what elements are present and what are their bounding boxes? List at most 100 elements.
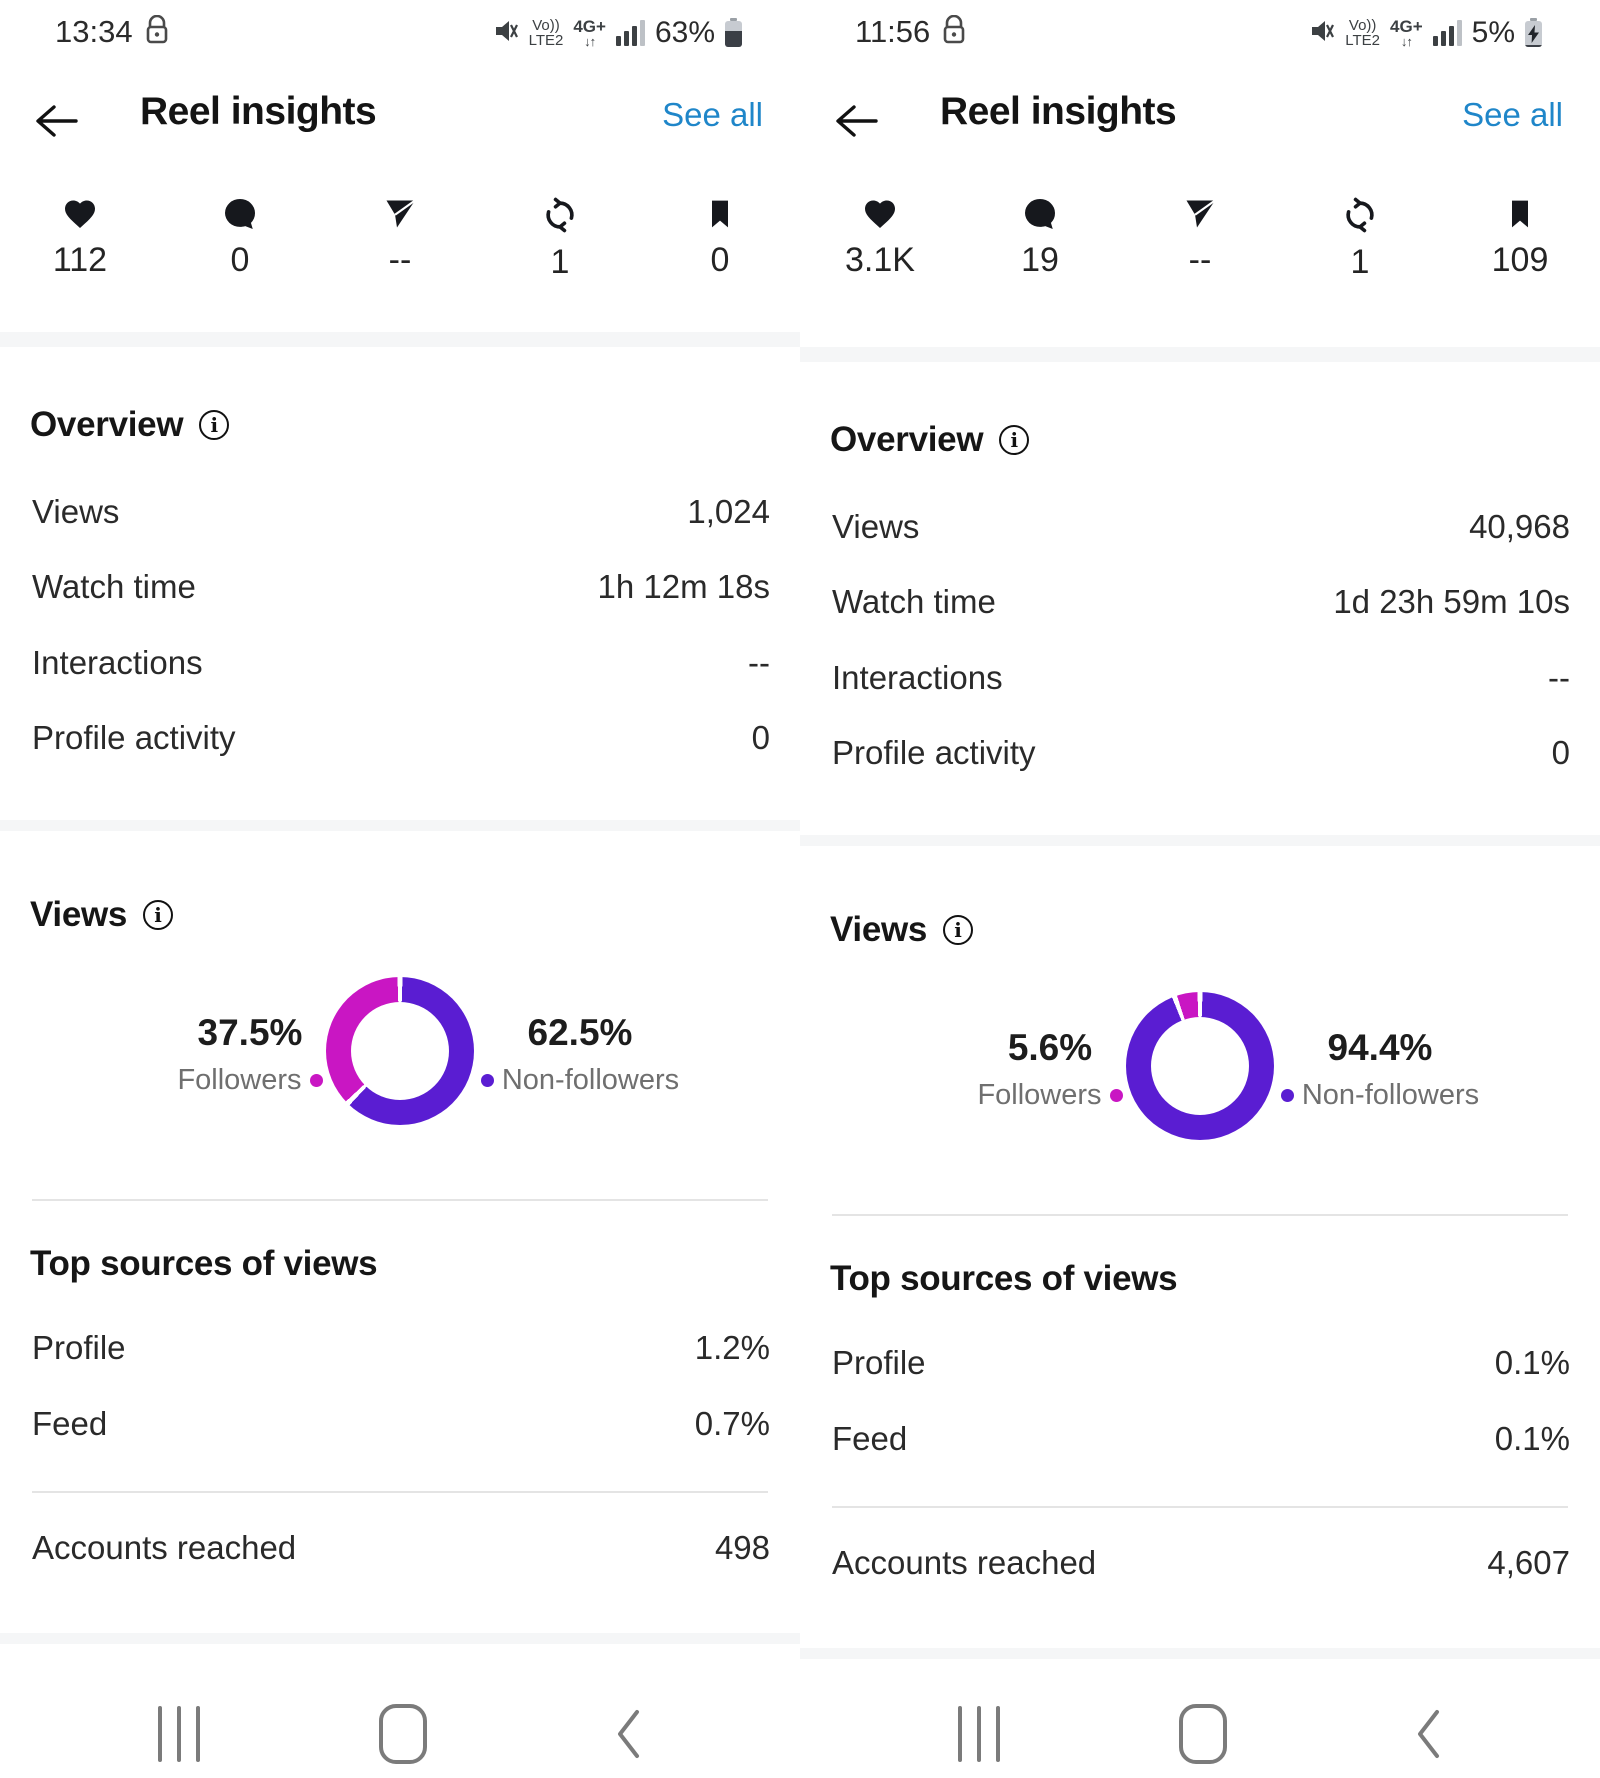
repost-icon [1341,196,1379,234]
page-header: Reel insights See all [0,88,800,154]
non-followers-legend: 94.4% Non-followers [1270,1027,1490,1112]
home-icon [379,1704,427,1764]
followers-percentage: 37.5% [197,1012,303,1053]
views-section-heading: Views i [30,893,174,937]
section-separator [800,835,1600,846]
page-header: Reel insights See all [800,88,1600,154]
see-all-link[interactable]: See all [1462,96,1563,133]
non-followers-percentage: 62.5% [527,1012,633,1053]
saves-stat: 0 [640,196,800,282]
recents-button[interactable] [134,1690,224,1778]
nav-back-button[interactable] [1383,1690,1473,1778]
section-separator [800,347,1600,362]
network-indicator: 4G+ ↓↑ [1390,17,1423,49]
metric-row-watch-time: Watch time 1d 23h 59m 10s [832,583,1570,620]
info-icon[interactable]: i [999,425,1030,455]
shares-count: -- [388,241,412,279]
page-title: Reel insights [140,90,377,133]
signal-strength-icon [615,20,645,46]
overview-section-heading: Overview i [830,418,1030,462]
metric-row-interactions: Interactions -- [32,644,770,681]
comments-count: 0 [230,241,250,279]
metric-row-profile-activity: Profile activity 0 [832,734,1570,771]
share-plane-icon [1182,196,1218,232]
saves-count: 109 [1491,241,1549,279]
remix-stat: 1 [1280,196,1440,282]
status-left: 11:56 [855,14,966,50]
page-title: Reel insights [940,90,1177,133]
recents-icon [158,1706,200,1762]
accounts-reached-row: Accounts reached 498 [32,1529,770,1566]
back-chevron-icon [618,1710,639,1758]
lock-icon [145,14,169,50]
followers-dot [1109,1089,1123,1102]
signal-strength-icon [1432,20,1462,46]
back-button[interactable] [33,98,79,144]
divider [832,1506,1568,1508]
repost-icon [541,196,579,234]
gesture-area-separator [0,1633,800,1644]
followers-legend: 5.6% Followers [940,1027,1160,1112]
back-button[interactable] [833,98,879,144]
source-row-profile: Profile 0.1% [832,1344,1570,1381]
shares-count: -- [1188,241,1212,279]
followers-dot [309,1074,323,1087]
shares-stat: -- [320,196,480,282]
followers-percentage: 5.6% [1007,1027,1093,1068]
volte-indicator: Vo)) LTE2 [528,17,564,49]
likes-count: 3.1K [845,241,915,279]
remix-count: 1 [1350,243,1370,281]
views-section-heading: Views i [830,908,974,952]
metric-row-profile-activity: Profile activity 0 [32,719,770,756]
heart-icon [61,196,99,232]
home-button[interactable] [358,1690,448,1778]
recents-icon [958,1706,1000,1762]
status-bar: 11:56 Vo)) LTE2 4G+ ↓↑ 5% [800,14,1600,64]
engagement-stats-row: 112 0 -- 1 0 [0,196,800,282]
status-right: Vo)) LTE2 4G+ ↓↑ 5% [1309,16,1542,50]
see-all-link[interactable]: See all [662,96,763,133]
saves-stat: 109 [1440,196,1600,282]
info-icon[interactable]: i [143,900,174,930]
clock: 13:34 [55,14,133,49]
remix-stat: 1 [480,196,640,282]
divider [32,1199,768,1201]
top-sources-heading: Top sources of views [30,1244,378,1283]
source-row-profile: Profile 1.2% [32,1329,770,1366]
share-plane-icon [382,196,418,232]
info-icon[interactable]: i [199,410,230,440]
metric-row-interactions: Interactions -- [832,659,1570,696]
metric-row-views: Views 40,968 [832,508,1570,545]
clock: 11:56 [855,14,931,49]
recents-button[interactable] [934,1690,1024,1778]
charging-bolt-icon [1525,21,1542,47]
saves-count: 0 [710,241,730,279]
overview-section-heading: Overview i [30,403,230,447]
nav-back-button[interactable] [583,1690,673,1778]
reel-insights-screen-left: 13:34 Vo)) LTE2 4G+ ↓↑ 63% [0,14,800,1778]
info-icon[interactable]: i [943,915,974,945]
views-donut-chart [1126,992,1274,1140]
non-followers-dot [1280,1089,1294,1102]
shares-stat: -- [1120,196,1280,282]
section-separator [0,332,800,347]
divider [32,1491,768,1493]
status-bar: 13:34 Vo)) LTE2 4G+ ↓↑ 63% [0,14,800,64]
non-followers-legend: 62.5% Non-followers [470,1012,690,1097]
followers-legend: 37.5% Followers [140,1012,360,1097]
lock-icon [942,14,966,50]
android-nav-bar [800,1690,1600,1778]
android-nav-bar [0,1690,800,1778]
metric-row-views: Views 1,024 [32,493,770,530]
home-icon [1179,1704,1227,1764]
bookmark-icon [704,196,736,232]
status-right: Vo)) LTE2 4G+ ↓↑ 63% [493,16,742,50]
comments-count: 19 [1021,241,1059,279]
heart-icon [861,196,899,232]
volte-indicator: Vo)) LTE2 [1345,17,1381,49]
back-chevron-icon [1418,1710,1439,1758]
source-row-feed: Feed 0.7% [32,1405,770,1442]
comments-stat: 0 [160,196,320,282]
home-button[interactable] [1158,1690,1248,1778]
bookmark-icon [1504,196,1536,232]
